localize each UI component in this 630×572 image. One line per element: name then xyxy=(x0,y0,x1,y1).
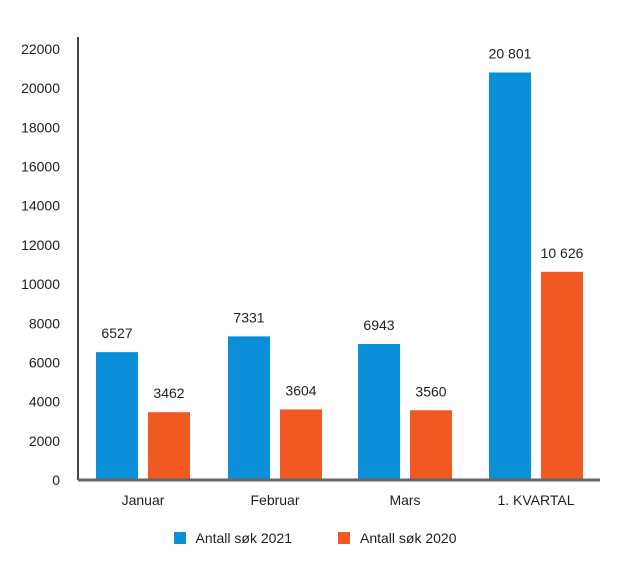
bar-chart: 0 2000 4000 6000 8000 10000 12000 14000 16000 180… xyxy=(21,37,600,508)
data-label: 6943 xyxy=(363,317,394,333)
x-axis-labels: Januar Februar Mars 1. KVARTAL xyxy=(122,492,575,508)
bar-2020-0 xyxy=(148,412,190,480)
bars xyxy=(96,72,583,480)
y-tick-label: 14000 xyxy=(21,198,60,214)
y-tick-label: 10000 xyxy=(21,276,60,292)
bar-2020-1 xyxy=(280,409,322,480)
y-tick-label: 2000 xyxy=(29,433,60,449)
data-label: 3560 xyxy=(415,383,446,399)
data-label: 20 801 xyxy=(489,45,532,61)
x-tick-label: Mars xyxy=(389,492,420,508)
y-tick-label: 8000 xyxy=(29,315,60,331)
bar-2021-3 xyxy=(489,72,531,480)
y-axis-ticks: 0 2000 4000 6000 8000 10000 12000 14000 16000 180… xyxy=(21,41,60,488)
bar-2020-3 xyxy=(541,271,583,480)
y-tick-label: 12000 xyxy=(21,237,60,253)
legend-item-2020: Antall søk 2020 xyxy=(338,530,457,546)
bar-2021-2 xyxy=(358,343,400,480)
y-tick-label: 0 xyxy=(52,472,60,488)
bar-2021-0 xyxy=(96,352,138,480)
legend-label-2021: Antall søk 2021 xyxy=(195,530,293,546)
data-label: 6527 xyxy=(101,325,132,341)
legend-swatch-2020 xyxy=(338,532,350,544)
y-tick-label: 22000 xyxy=(21,41,60,57)
y-tick-label: 6000 xyxy=(29,354,60,370)
y-tick-label: 18000 xyxy=(21,119,60,135)
x-tick-label: 1. KVARTAL xyxy=(497,492,574,508)
legend-label-2020: Antall søk 2020 xyxy=(360,530,457,546)
bar-2020-2 xyxy=(410,410,452,480)
data-label: 10 626 xyxy=(541,245,584,261)
bar-2021-1 xyxy=(228,336,270,480)
data-label: 3462 xyxy=(153,385,184,401)
legend: Antall søk 2021 Antall søk 2020 xyxy=(0,530,630,546)
data-label: 3604 xyxy=(285,382,316,398)
legend-swatch-2021 xyxy=(173,532,186,544)
value-labels: 6527 3462 7331 3604 6943 3560 20 801 10 626 xyxy=(101,45,583,401)
data-label: 7331 xyxy=(233,309,264,325)
y-tick-label: 4000 xyxy=(29,394,60,410)
x-tick-label: Februar xyxy=(250,492,299,508)
x-tick-label: Januar xyxy=(122,492,165,508)
y-tick-label: 16000 xyxy=(21,159,60,175)
y-tick-label: 20000 xyxy=(21,80,60,96)
legend-item-2021: Antall søk 2021 xyxy=(173,530,293,546)
